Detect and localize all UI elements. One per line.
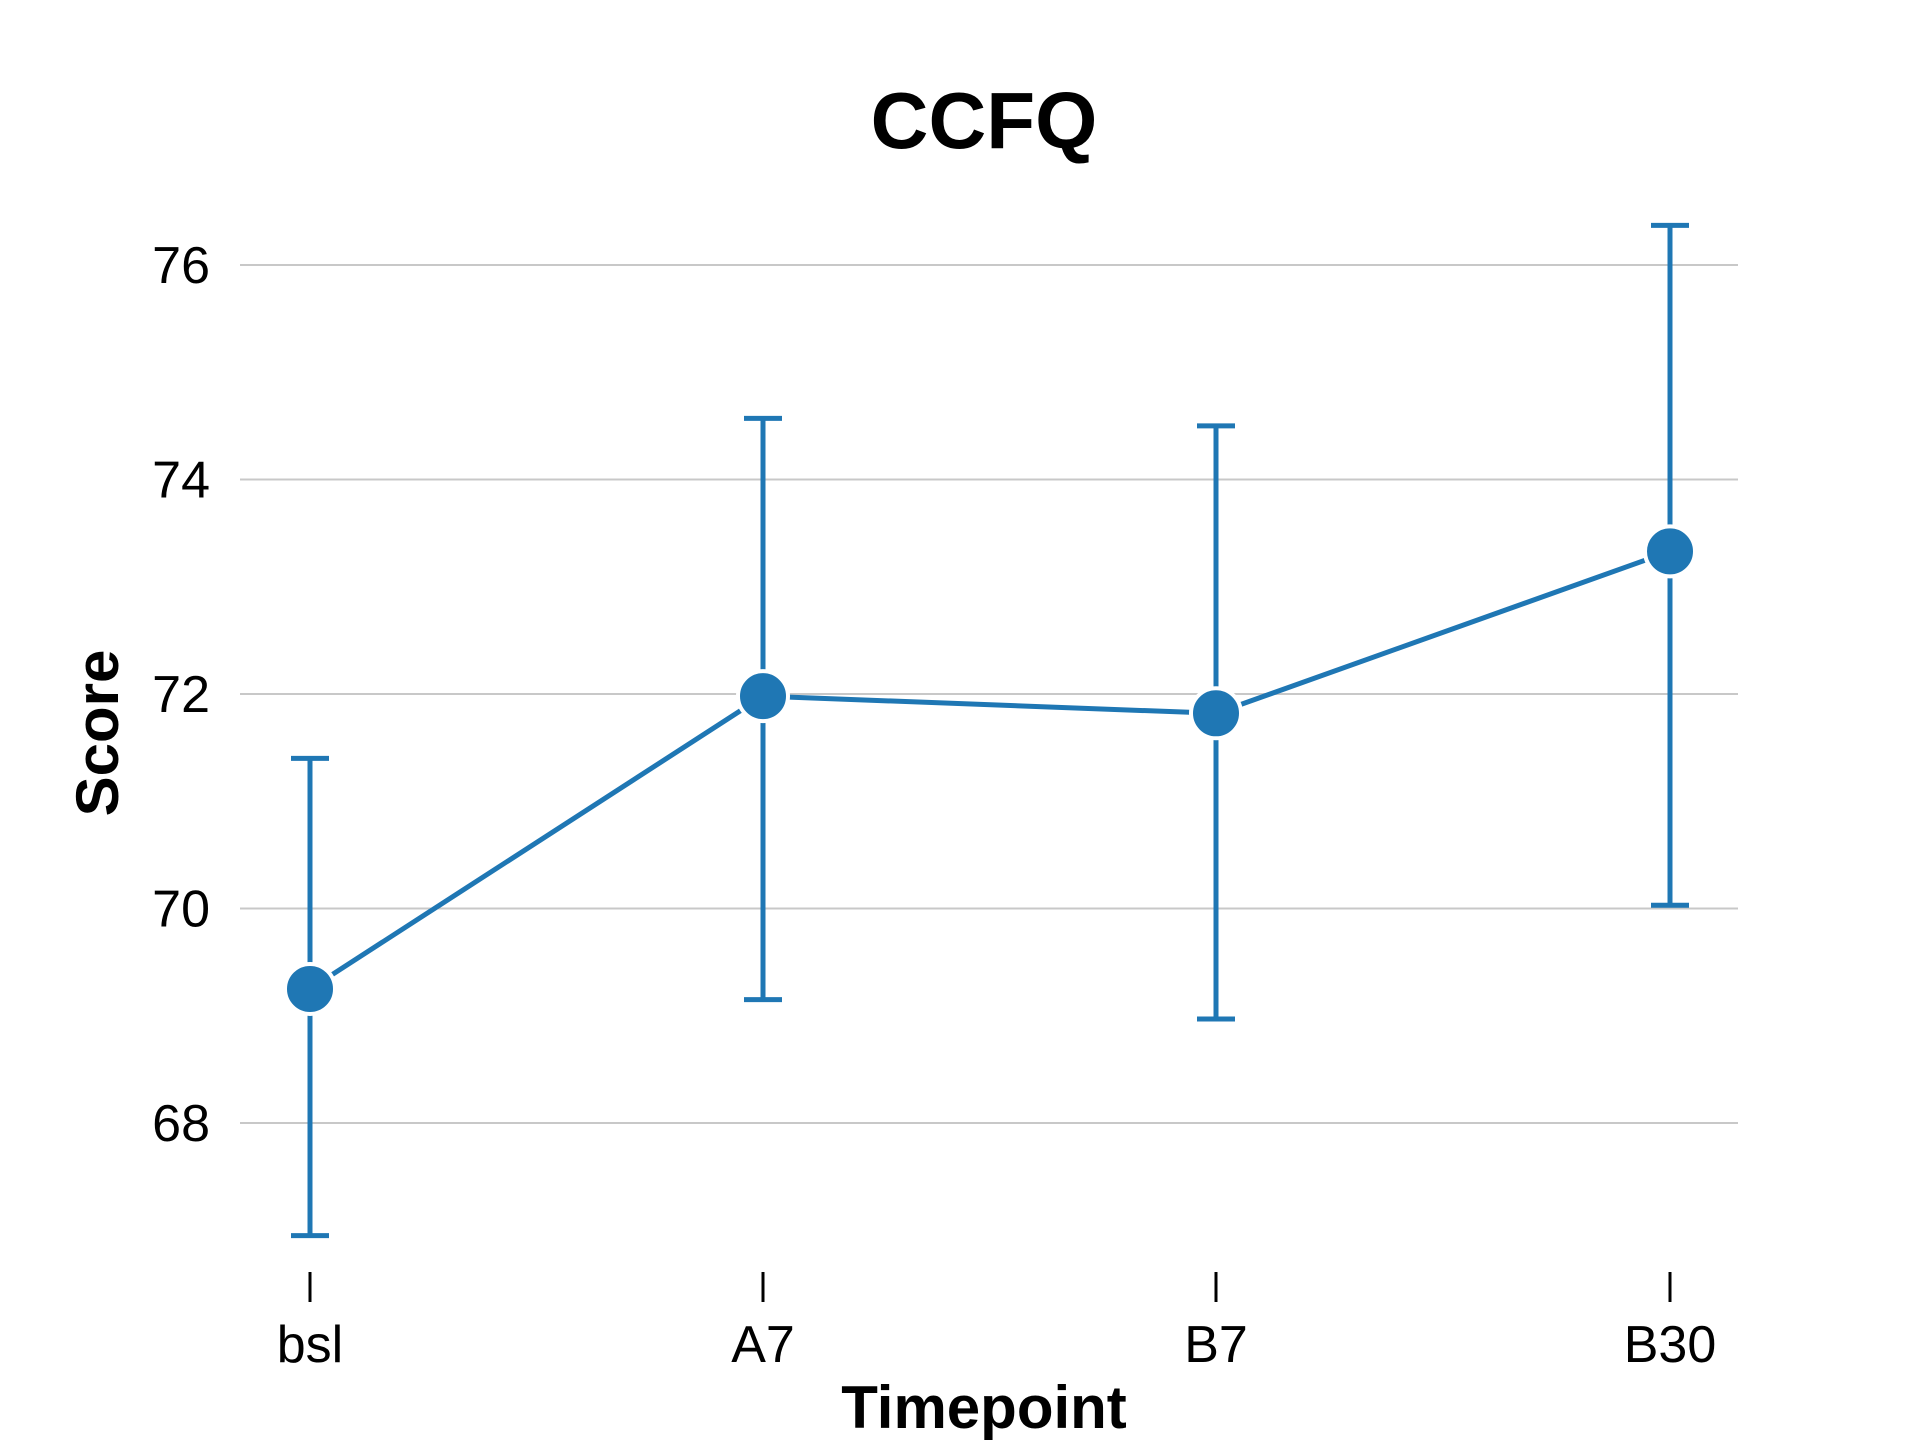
series-line	[308, 549, 1671, 992]
x-tick-label: B30	[1624, 1316, 1717, 1374]
error-bars	[291, 222, 1689, 1239]
y-tick-label: 76	[152, 237, 210, 295]
data-point	[736, 669, 790, 724]
data-point	[1189, 686, 1243, 741]
y-axis-tick-labels: 68 70 72 74 76	[152, 237, 210, 1153]
chart-title: CCFQ	[871, 76, 1098, 165]
data-point	[283, 961, 337, 1016]
y-axis-title: Score	[64, 650, 131, 817]
y-tick-label: 70	[152, 881, 210, 939]
x-axis-ticks: bsl A7 B7 B30	[277, 1272, 1717, 1374]
x-tick-label: bsl	[277, 1316, 343, 1374]
series-path	[308, 549, 1671, 992]
y-tick-label: 74	[152, 452, 210, 510]
x-axis-title: Timepoint	[841, 1374, 1127, 1440]
grid-lines	[240, 264, 1738, 1124]
data-points	[283, 524, 1697, 1016]
x-tick-label: B7	[1184, 1316, 1248, 1374]
y-tick-label: 72	[152, 666, 210, 724]
y-tick-label: 68	[152, 1095, 210, 1153]
x-tick-label: A7	[731, 1316, 795, 1374]
data-point	[1643, 524, 1697, 579]
